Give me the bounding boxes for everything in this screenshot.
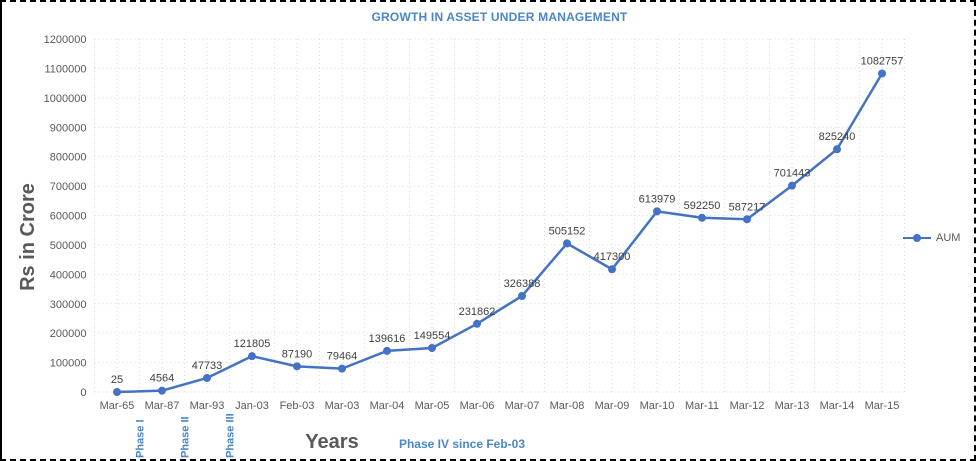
x-tick-label: Mar-15 — [865, 400, 900, 412]
data-point-label: 231862 — [459, 306, 496, 318]
phase4-annotation: Phase IV since Feb-03 — [398, 437, 526, 451]
data-point-marker — [878, 69, 886, 78]
data-point-marker — [383, 346, 391, 355]
data-point-marker — [788, 181, 796, 190]
x-axis-title: Years — [305, 431, 359, 453]
data-point-marker — [428, 344, 436, 353]
x-tick-label: Mar-05 — [415, 400, 450, 412]
data-point-label: 87190 — [282, 348, 313, 360]
x-tick-label: Mar-03 — [325, 400, 360, 412]
y-tick-label: 900000 — [50, 122, 87, 134]
phase-annotation: Phase I — [135, 419, 147, 458]
data-point-label: 701443 — [774, 168, 811, 180]
data-point-marker — [113, 387, 121, 396]
x-tick-label: Mar-06 — [460, 400, 495, 412]
data-point-label: 825240 — [819, 131, 856, 143]
data-point-marker — [293, 362, 301, 371]
legend: AUM — [903, 232, 960, 244]
data-point-marker — [518, 291, 526, 300]
y-tick-label: 700000 — [50, 181, 87, 193]
x-tick-label: Mar-07 — [505, 400, 540, 412]
y-tick-label: 800000 — [50, 152, 87, 164]
data-point-label: 505152 — [549, 225, 586, 237]
data-point-label: 47733 — [192, 360, 223, 372]
y-tick-label: 200000 — [50, 328, 87, 340]
y-tick-label: 1000000 — [44, 93, 87, 105]
y-tick-label: 600000 — [50, 211, 87, 223]
data-point-marker — [608, 265, 616, 274]
x-tick-label: Mar-13 — [775, 400, 810, 412]
x-tick-label: Jan-03 — [235, 400, 269, 412]
y-tick-label: 100000 — [50, 358, 87, 370]
phase-annotation: Phase III — [225, 413, 237, 458]
data-point-marker — [698, 213, 706, 222]
data-point-marker — [203, 373, 211, 382]
data-point-marker — [473, 319, 481, 328]
data-point-label: 139616 — [369, 333, 406, 345]
y-tick-label: 400000 — [50, 269, 87, 281]
data-point-marker — [338, 364, 346, 373]
data-point-label: 25 — [111, 374, 123, 386]
data-point-marker — [563, 239, 571, 248]
data-point-label: 121805 — [234, 338, 271, 350]
y-tick-label: 0 — [80, 387, 86, 399]
data-point-label: 149554 — [414, 330, 451, 342]
phase-annotation: Phase II — [180, 416, 192, 458]
x-tick-label: Mar-65 — [100, 400, 135, 412]
x-tick-label: Mar-04 — [370, 400, 405, 412]
legend-line-marker-icon — [903, 234, 931, 242]
data-point-label: 417300 — [594, 251, 631, 263]
legend-label: AUM — [936, 232, 961, 244]
aum-series-line — [116, 72, 884, 394]
data-point-label: 587217 — [729, 201, 766, 213]
x-tick-label: Feb-03 — [280, 400, 315, 412]
x-tick-label: Mar-09 — [595, 400, 630, 412]
x-tick-label: Mar-93 — [190, 400, 225, 412]
x-tick-label: Mar-14 — [820, 400, 855, 412]
data-point-marker — [158, 386, 166, 395]
data-point-label: 4564 — [150, 373, 174, 385]
data-point-label: 79464 — [327, 351, 358, 363]
y-tick-label: 500000 — [50, 240, 87, 252]
x-tick-label: Mar-87 — [145, 400, 180, 412]
data-point-marker — [653, 207, 661, 216]
data-point-label: 613979 — [639, 193, 676, 205]
x-tick-label: Mar-08 — [550, 400, 585, 412]
data-point-marker — [833, 145, 841, 154]
data-point-label: 592250 — [684, 200, 721, 212]
x-tick-label: Mar-12 — [730, 400, 765, 412]
data-point-marker — [743, 215, 751, 224]
y-tick-label: 1100000 — [44, 63, 86, 75]
x-tick-label: Mar-11 — [685, 400, 719, 412]
data-point-marker — [248, 352, 256, 361]
y-tick-label: 300000 — [50, 299, 87, 311]
x-tick-label: Mar-10 — [640, 400, 675, 412]
y-tick-label: 1200000 — [44, 34, 87, 46]
chart-title: GROWTH IN ASSET UNDER MANAGEMENT — [371, 10, 628, 24]
data-point-label: 1082757 — [861, 55, 904, 67]
data-point-label: 326388 — [504, 278, 541, 290]
